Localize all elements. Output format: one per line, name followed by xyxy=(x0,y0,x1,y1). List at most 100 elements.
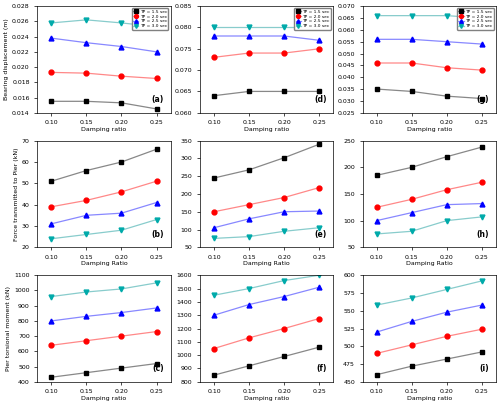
Line: TP = 1.5 sec: TP = 1.5 sec xyxy=(212,345,322,377)
TP = 2.5 sec xyxy=(84,314,89,319)
TP = 2.5 sec xyxy=(48,36,54,41)
TP = 3.0 sec xyxy=(246,286,252,291)
TP = 3.0 sec xyxy=(444,218,450,223)
TP = 3.0 sec xyxy=(48,236,54,241)
TP = 2.0 sec xyxy=(246,51,252,55)
TP = 3.0 sec xyxy=(48,21,54,26)
TP = 2.0 sec xyxy=(408,197,414,202)
Line: TP = 2.0 sec: TP = 2.0 sec xyxy=(49,70,159,81)
Line: TP = 2.5 sec: TP = 2.5 sec xyxy=(49,36,159,54)
TP = 1.5 sec xyxy=(118,100,124,105)
TP = 2.0 sec xyxy=(48,205,54,209)
TP = 3.0 sec xyxy=(211,293,217,298)
TP = 1.5 sec xyxy=(479,96,485,101)
Legend: TP = 1.5 sec, TP = 2.0 sec, TP = 2.5 sec, TP = 3.0 sec: TP = 1.5 sec, TP = 2.0 sec, TP = 2.5 sec… xyxy=(132,9,168,30)
TP = 2.5 sec xyxy=(154,200,160,205)
TP = 2.0 sec xyxy=(444,65,450,70)
TP = 2.5 sec xyxy=(84,213,89,218)
TP = 3.0 sec xyxy=(316,225,322,230)
TP = 2.5 sec xyxy=(374,218,380,223)
Line: TP = 2.5 sec: TP = 2.5 sec xyxy=(212,209,322,230)
TP = 2.5 sec xyxy=(118,211,124,215)
TP = 1.5 sec xyxy=(374,87,380,92)
TP = 1.5 sec xyxy=(211,373,217,377)
Line: TP = 3.0 sec: TP = 3.0 sec xyxy=(374,215,484,237)
Line: TP = 2.0 sec: TP = 2.0 sec xyxy=(212,46,322,60)
Text: (c): (c) xyxy=(152,364,164,373)
TP = 2.5 sec xyxy=(444,39,450,44)
Line: TP = 3.0 sec: TP = 3.0 sec xyxy=(49,217,159,241)
TP = 3.0 sec xyxy=(479,15,485,20)
Line: TP = 1.5 sec: TP = 1.5 sec xyxy=(374,350,484,377)
TP = 1.5 sec xyxy=(211,176,217,181)
X-axis label: Damping ratio: Damping ratio xyxy=(82,127,126,132)
Line: TP = 2.5 sec: TP = 2.5 sec xyxy=(374,303,484,335)
TP = 1.5 sec xyxy=(374,173,380,178)
TP = 3.0 sec xyxy=(479,279,485,284)
TP = 1.5 sec xyxy=(444,357,450,362)
TP = 2.5 sec xyxy=(408,37,414,42)
TP = 2.5 sec xyxy=(316,209,322,213)
TP = 1.5 sec xyxy=(479,350,485,354)
Line: TP = 3.0 sec: TP = 3.0 sec xyxy=(212,225,322,241)
Line: TP = 3.0 sec: TP = 3.0 sec xyxy=(49,17,159,29)
Text: (b): (b) xyxy=(152,230,164,239)
X-axis label: Damping Ratio: Damping Ratio xyxy=(80,261,128,266)
TP = 1.5 sec xyxy=(84,168,89,173)
Line: TP = 3.0 sec: TP = 3.0 sec xyxy=(374,279,484,307)
TP = 3.0 sec xyxy=(374,13,380,18)
Y-axis label: Pier torsional moment (kN): Pier torsional moment (kN) xyxy=(6,286,12,371)
TP = 2.0 sec xyxy=(48,343,54,348)
Text: (e): (e) xyxy=(314,230,326,239)
TP = 2.0 sec xyxy=(154,179,160,183)
Line: TP = 2.0 sec: TP = 2.0 sec xyxy=(374,61,484,72)
TP = 1.5 sec xyxy=(444,154,450,159)
TP = 2.5 sec xyxy=(316,285,322,290)
TP = 3.0 sec xyxy=(211,236,217,241)
Line: TP = 2.0 sec: TP = 2.0 sec xyxy=(49,179,159,209)
TP = 2.0 sec xyxy=(408,61,414,66)
TP = 2.0 sec xyxy=(154,76,160,81)
Line: TP = 2.0 sec: TP = 2.0 sec xyxy=(374,327,484,356)
Text: (f): (f) xyxy=(316,364,326,373)
TP = 2.0 sec xyxy=(374,205,380,210)
TP = 1.5 sec xyxy=(84,99,89,104)
Line: TP = 2.5 sec: TP = 2.5 sec xyxy=(212,34,322,43)
Line: TP = 2.0 sec: TP = 2.0 sec xyxy=(212,185,322,214)
Line: TP = 1.5 sec: TP = 1.5 sec xyxy=(49,361,159,379)
TP = 1.5 sec xyxy=(118,160,124,164)
Text: (g): (g) xyxy=(476,95,489,104)
TP = 1.5 sec xyxy=(84,370,89,375)
Line: TP = 2.0 sec: TP = 2.0 sec xyxy=(374,180,484,210)
TP = 1.5 sec xyxy=(281,156,287,160)
Text: (a): (a) xyxy=(152,95,164,104)
TP = 1.5 sec xyxy=(316,345,322,350)
Line: TP = 1.5 sec: TP = 1.5 sec xyxy=(212,142,322,181)
TP = 1.5 sec xyxy=(154,107,160,111)
TP = 2.5 sec xyxy=(316,38,322,43)
TP = 2.0 sec xyxy=(118,334,124,339)
TP = 3.0 sec xyxy=(211,25,217,30)
TP = 2.0 sec xyxy=(84,198,89,203)
Line: TP = 1.5 sec: TP = 1.5 sec xyxy=(374,87,484,101)
TP = 2.5 sec xyxy=(246,216,252,221)
TP = 3.0 sec xyxy=(374,232,380,237)
TP = 3.0 sec xyxy=(316,25,322,30)
TP = 1.5 sec xyxy=(316,142,322,147)
TP = 3.0 sec xyxy=(316,273,322,278)
TP = 3.0 sec xyxy=(444,13,450,18)
TP = 1.5 sec xyxy=(48,375,54,379)
TP = 2.5 sec xyxy=(374,330,380,335)
Line: TP = 1.5 sec: TP = 1.5 sec xyxy=(212,89,322,98)
TP = 3.0 sec xyxy=(374,303,380,307)
TP = 2.5 sec xyxy=(281,34,287,38)
Legend: TP = 1.5 sec, TP = 2.0 sec, TP = 2.5 sec, TP = 3.0 sec: TP = 1.5 sec, TP = 2.0 sec, TP = 2.5 sec… xyxy=(457,9,494,30)
TP = 1.5 sec xyxy=(408,165,414,170)
Line: TP = 2.5 sec: TP = 2.5 sec xyxy=(374,37,484,47)
TP = 2.5 sec xyxy=(444,202,450,207)
Text: (i): (i) xyxy=(480,364,489,373)
TP = 2.0 sec xyxy=(211,209,217,214)
TP = 2.5 sec xyxy=(154,305,160,310)
TP = 2.5 sec xyxy=(84,40,89,45)
Line: TP = 3.0 sec: TP = 3.0 sec xyxy=(212,25,322,30)
